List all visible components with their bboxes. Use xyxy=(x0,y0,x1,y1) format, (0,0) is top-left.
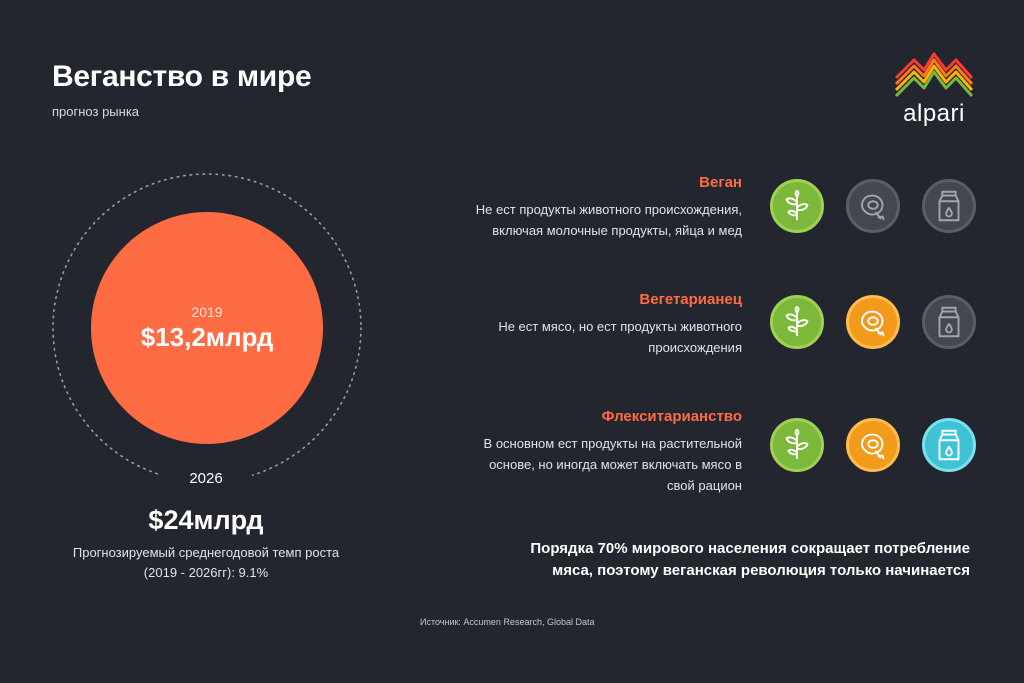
desc-line: основе, но иногда может включать мясо в xyxy=(489,457,742,472)
source-note: Источник: Accumen Research, Global Data xyxy=(420,617,595,627)
diet-name: Вегетарианец xyxy=(639,291,742,308)
diet-name: Веган xyxy=(699,174,742,191)
diet-description: В основном ест продукты на растительной … xyxy=(484,433,742,496)
desc-line: Не ест продукты животного происхождения, xyxy=(475,202,742,217)
plant-icon xyxy=(770,418,824,472)
page-title: Веганство в мире xyxy=(52,60,312,93)
meat-icon xyxy=(846,418,900,472)
alpari-logo: alpari xyxy=(892,48,976,127)
value-2019: $13,2млрд xyxy=(140,321,274,352)
diet-flexitarian: Флекситарианство В основном ест продукты… xyxy=(484,408,742,496)
plant-icon xyxy=(770,295,824,349)
year-2026-label: 2026 xyxy=(160,470,252,487)
conclusion-line-1: Порядка 70% мирового населения сокращает… xyxy=(530,540,970,557)
meat-icon xyxy=(846,295,900,349)
year-2019-label: 2019 xyxy=(191,303,223,320)
diet-name: Флекситарианство xyxy=(601,408,742,425)
diet-vegan-icons xyxy=(770,179,976,233)
milk-icon xyxy=(922,179,976,233)
brand-name: alpari xyxy=(903,100,965,127)
diet-vegetarian-icons xyxy=(770,295,976,349)
meat-icon xyxy=(846,179,900,233)
diet-vegetarian: Вегетарианец Не ест мясо, но ест продукт… xyxy=(498,291,742,358)
desc-line: В основном ест продукты на растительной xyxy=(483,436,742,451)
milk-icon xyxy=(922,418,976,472)
desc-line: происхождения xyxy=(648,340,742,355)
diet-description: Не ест мясо, но ест продукты животного п… xyxy=(498,316,742,358)
value-2026: $24млрд xyxy=(148,505,264,535)
growth-line-1: Прогнозируемый среднегодовой темп роста xyxy=(72,545,340,560)
desc-line: включая молочные продукты, яйца и мед xyxy=(492,223,742,238)
diet-flexitarian-icons xyxy=(770,418,976,472)
conclusion-line-2: мяса, поэтому веганская революция только… xyxy=(552,562,970,579)
milk-icon xyxy=(922,295,976,349)
conclusion-text: Порядка 70% мирового населения сокращает… xyxy=(490,538,970,582)
plant-icon xyxy=(770,179,824,233)
market-2019-circle: 2019 $13,2млрд xyxy=(91,212,323,444)
mountains-icon xyxy=(894,52,974,98)
page-subtitle: прогноз рынка xyxy=(52,104,140,119)
diet-description: Не ест продукты животного происхождения,… xyxy=(476,199,742,241)
diet-vegan: Веган Не ест продукты животного происхож… xyxy=(476,174,742,241)
growth-line-2: (2019 - 2026гг): 9.1% xyxy=(143,565,269,580)
desc-line: свой рацион xyxy=(667,478,742,493)
growth-rate-text: Прогнозируемый среднегодовой темп роста … xyxy=(40,543,372,583)
desc-line: Не ест мясо, но ест продукты животного xyxy=(498,319,742,334)
